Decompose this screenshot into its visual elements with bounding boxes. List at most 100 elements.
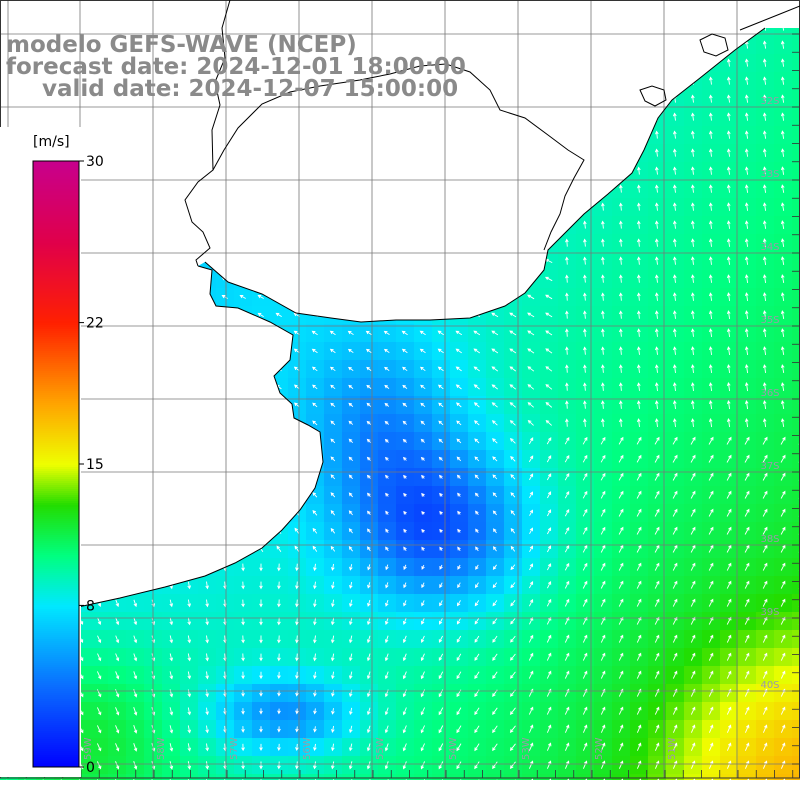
wind-arrow <box>491 384 498 390</box>
wind-arrow <box>420 438 425 443</box>
wind-cell <box>270 180 289 199</box>
wind-cell <box>234 540 253 559</box>
wind-cell <box>324 252 343 271</box>
wind-cell <box>198 522 217 541</box>
wind-arrow <box>618 634 624 643</box>
wind-arrow <box>672 292 677 301</box>
wind-arrow <box>383 348 390 353</box>
colorbar-step <box>33 673 79 676</box>
wind-arrow <box>654 526 660 535</box>
colorbar-step <box>33 181 79 184</box>
wind-cell <box>468 288 487 307</box>
wind-arrow <box>510 8 516 11</box>
colorbar-step <box>33 445 79 448</box>
colorbar-step <box>33 371 79 374</box>
wind-arrow <box>780 112 785 121</box>
wind-arrow <box>618 364 623 373</box>
wind-cell <box>198 342 217 361</box>
wind-arrow <box>780 148 785 157</box>
wind-cell <box>792 216 800 235</box>
wind-arrow <box>257 241 264 245</box>
wind-arrow <box>348 8 354 11</box>
wind-arrow <box>437 222 445 227</box>
wind-arrow <box>439 582 443 589</box>
colorbar-step <box>33 171 79 174</box>
wind-cell <box>792 54 800 73</box>
wind-arrow <box>762 778 768 780</box>
wind-cell <box>414 126 433 145</box>
wind-arrow <box>167 187 174 191</box>
wind-arrow <box>240 545 246 552</box>
wind-arrow <box>636 778 642 780</box>
wind-cell <box>270 774 289 780</box>
wind-arrow <box>113 169 120 173</box>
wind-cell <box>612 108 631 127</box>
wind-arrow <box>673 76 677 85</box>
wind-cell <box>108 378 127 397</box>
wind-arrow <box>330 510 336 516</box>
wind-arrow <box>456 420 462 426</box>
colorbar-step <box>33 465 79 468</box>
colorbar-step <box>33 555 79 558</box>
wind-cell <box>54 108 73 127</box>
wind-cell <box>306 288 325 307</box>
wind-cell <box>594 126 613 145</box>
wind-cell <box>522 234 541 253</box>
wind-arrow <box>545 401 553 408</box>
wind-arrow <box>672 202 677 211</box>
wind-arrow <box>131 223 138 227</box>
wind-arrow <box>330 492 336 498</box>
wind-arrow <box>347 133 355 137</box>
wind-arrow <box>690 310 695 319</box>
wind-cell <box>180 126 199 145</box>
wind-arrow <box>582 778 588 780</box>
wind-cell <box>270 342 289 361</box>
lat-label: 39S <box>760 607 779 618</box>
wind-arrow <box>365 312 372 317</box>
wind-arrow <box>492 635 498 643</box>
colorbar-step <box>33 631 79 634</box>
wind-arrow <box>508 186 517 191</box>
wind-cell <box>306 270 325 289</box>
wind-cell <box>414 234 433 253</box>
wind-arrow <box>185 384 192 390</box>
wind-arrow <box>545 312 553 318</box>
wind-arrow <box>204 527 210 534</box>
wind-arrow <box>403 510 407 515</box>
wind-arrow <box>564 634 570 643</box>
colorbar-step <box>33 405 79 408</box>
wind-cell <box>234 126 253 145</box>
wind-arrow <box>490 79 499 83</box>
wind-arrow <box>365 151 373 155</box>
wind-arrow <box>294 527 300 534</box>
wind-arrow <box>654 238 659 247</box>
wind-arrow <box>726 580 732 589</box>
wind-arrow <box>205 599 209 608</box>
wind-arrow <box>509 779 516 780</box>
colorbar-step <box>33 245 79 248</box>
wind-arrow <box>708 328 713 337</box>
wind-arrow <box>293 402 300 408</box>
wind-arrow <box>454 186 463 191</box>
wind-arrow <box>240 438 246 444</box>
wind-arrow <box>564 652 570 661</box>
wind-arrow <box>491 366 499 372</box>
wind-cell <box>468 234 487 253</box>
colorbar-step <box>33 349 79 352</box>
wind-arrow <box>565 58 569 67</box>
wind-arrow <box>528 598 534 607</box>
wind-arrow <box>619 40 623 49</box>
wind-arrow <box>115 635 120 644</box>
wind-arrow <box>565 40 569 49</box>
wind-arrow <box>457 564 461 570</box>
wind-cell <box>108 198 127 217</box>
wind-arrow <box>547 491 552 499</box>
wind-arrow <box>239 169 246 173</box>
wind-arrow <box>636 598 642 607</box>
wind-arrow <box>312 474 318 480</box>
wind-cell <box>558 198 577 217</box>
wind-arrow <box>472 43 481 47</box>
wind-arrow <box>726 28 731 31</box>
wind-arrow <box>275 151 283 155</box>
wind-cell <box>522 72 541 91</box>
